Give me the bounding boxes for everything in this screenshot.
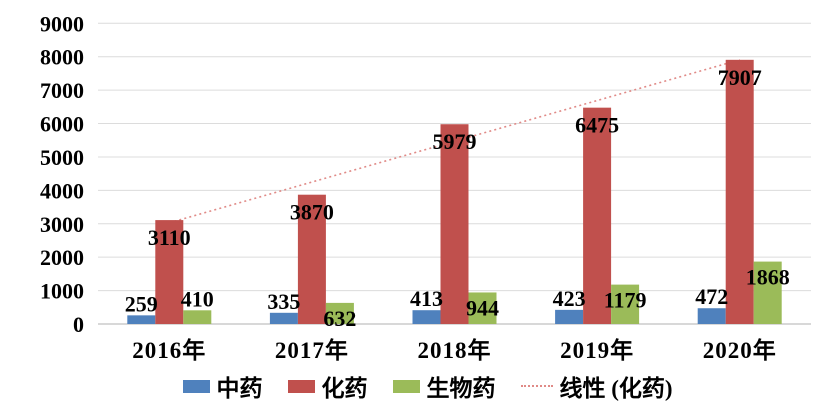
chart-legend: 中药 化药 生物药 线性 (化药) xyxy=(0,366,834,406)
bar-中药-2017年 xyxy=(269,312,298,324)
bar-化药-2016年 xyxy=(155,220,184,324)
bar-中药-2020年 xyxy=(697,308,726,324)
x-axis-category-label: 2016年 xyxy=(132,337,206,363)
legend-item-trendline: 线性 (化药) xyxy=(521,369,673,403)
bar-化药-2018年 xyxy=(440,124,469,324)
bar-化药-2017年 xyxy=(297,194,326,324)
x-axis-category-label: 2020年 xyxy=(703,337,777,363)
legend-swatch-blue-square-icon xyxy=(183,379,211,393)
bar-中药-2019年 xyxy=(555,309,584,324)
bar-data-label: 1179 xyxy=(604,288,647,313)
bar-生物药-2019年 xyxy=(611,284,640,324)
x-axis-category-label: 2017年 xyxy=(275,337,349,363)
x-axis-category-label: 2019年 xyxy=(560,337,634,363)
bar-data-label: 259 xyxy=(125,291,158,316)
bar-化药-2020年 xyxy=(725,59,754,324)
legend-label: 线性 (化药) xyxy=(559,376,673,401)
bar-生物药-2018年 xyxy=(468,292,497,324)
legend-swatch-dotted-line-icon xyxy=(521,385,554,387)
bar-data-label: 413 xyxy=(410,286,443,311)
bar-data-label: 3110 xyxy=(148,225,191,250)
y-axis-tick-label: 4000 xyxy=(40,178,84,203)
y-axis-tick-label: 7000 xyxy=(40,78,84,103)
bar-data-label: 472 xyxy=(695,284,728,309)
bar-data-label: 335 xyxy=(267,289,300,314)
bar-生物药-2017年 xyxy=(325,302,354,324)
bar-data-label: 632 xyxy=(323,306,356,331)
bar-生物药-2020年 xyxy=(753,261,782,324)
legend-label: 生物药 xyxy=(426,376,496,401)
legend-label: 化药 xyxy=(321,376,368,401)
y-axis-tick-label: 9000 xyxy=(40,11,84,36)
bar-data-label: 5979 xyxy=(433,129,477,154)
bar-chart-svg: 0 1000 2000 3000 4000 5000 6000 7000 8000 9000 259… xyxy=(40,11,811,363)
legend-swatch-red-square-icon xyxy=(288,379,316,393)
y-axis-tick-label: 1000 xyxy=(40,279,84,304)
bar-中药-2016年 xyxy=(127,315,156,324)
bar-化药-2019年 xyxy=(583,107,612,324)
y-axis-tick-label: 3000 xyxy=(40,212,84,237)
legend-swatch-green-square-icon xyxy=(393,379,421,393)
legend-label: 中药 xyxy=(216,376,263,401)
bar-data-label: 3870 xyxy=(290,200,334,225)
bar-生物药-2016年 xyxy=(183,310,212,324)
bar-data-label: 944 xyxy=(466,295,499,320)
y-axis-tick-label: 6000 xyxy=(40,112,84,137)
legend-item-zhongyao: 中药 xyxy=(183,369,262,403)
legend-item-huayao: 化药 xyxy=(288,369,367,403)
legend-item-shengwuyao: 生物药 xyxy=(393,369,495,403)
bar-data-label: 423 xyxy=(553,286,586,311)
y-axis-tick-label: 5000 xyxy=(40,145,84,170)
x-axis-category-label: 2018年 xyxy=(418,337,492,363)
bar-data-label: 6475 xyxy=(575,113,619,138)
bar-data-label: 410 xyxy=(181,286,214,311)
bar-中药-2018年 xyxy=(412,310,441,324)
bar-data-label: 1868 xyxy=(746,265,790,290)
y-axis-tick-label: 8000 xyxy=(40,45,84,70)
y-axis-tick-label: 2000 xyxy=(40,245,84,270)
bar-data-label: 7907 xyxy=(718,65,762,90)
y-axis-tick-label: 0 xyxy=(73,312,84,337)
